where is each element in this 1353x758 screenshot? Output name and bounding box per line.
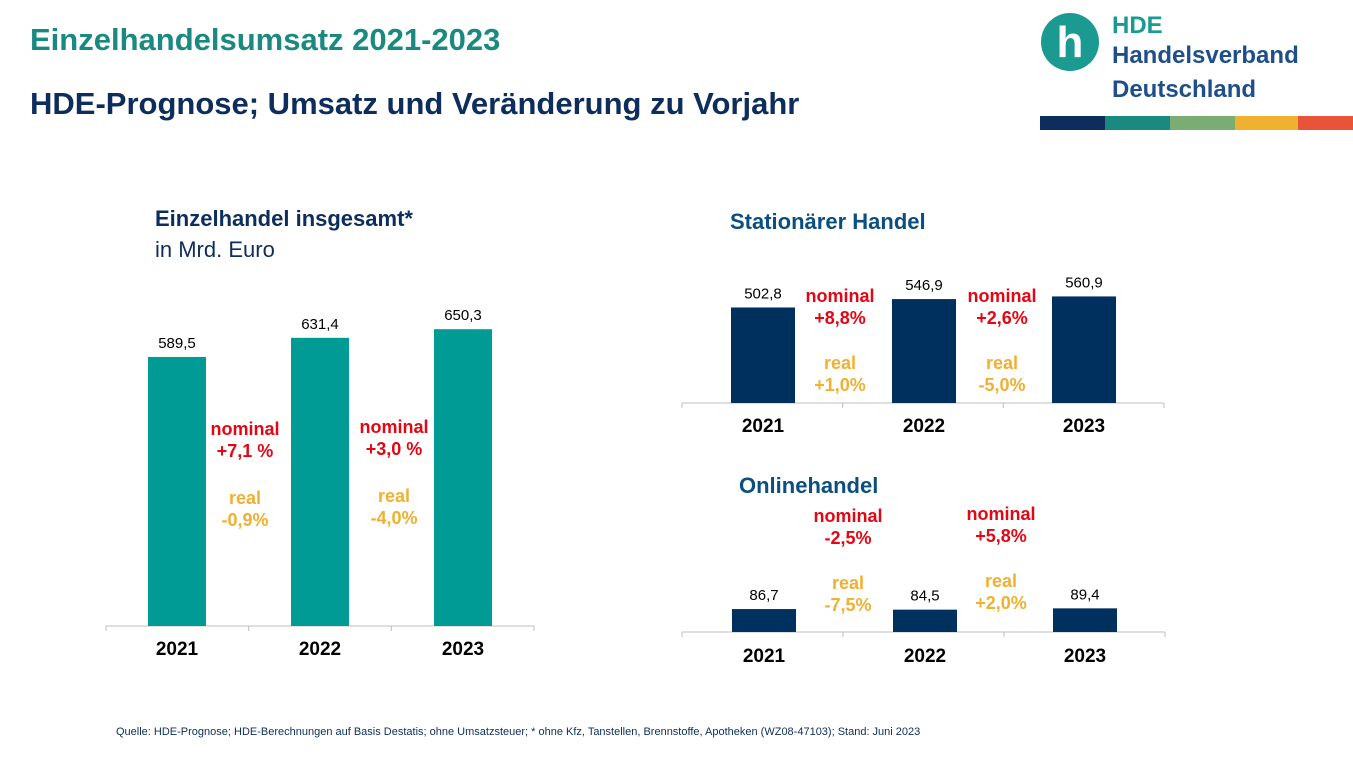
annotation-nominal-label: nominal xyxy=(210,419,279,439)
logo-line-hde: HDE xyxy=(1112,12,1163,39)
bar xyxy=(732,609,796,632)
annotation-nominal-label: nominal xyxy=(967,286,1036,306)
annotation-real-value: +2,0% xyxy=(975,593,1027,613)
x-tick-label: 2021 xyxy=(156,639,199,660)
x-tick-label: 2022 xyxy=(904,646,946,667)
bar xyxy=(434,329,492,626)
source-note: Quelle: HDE-Prognose; HDE-Berechnungen a… xyxy=(116,726,921,738)
bar xyxy=(893,609,957,632)
logo-stripe-segment xyxy=(1235,116,1298,130)
x-tick-label: 2023 xyxy=(1063,416,1105,437)
annotation-nominal-label: nominal xyxy=(359,417,428,437)
data-label: 650,3 xyxy=(444,307,482,324)
annotation-nominal-label: nominal xyxy=(966,504,1035,524)
annotation-real-label: real xyxy=(378,486,410,506)
annotation-real-value: -7,5% xyxy=(824,595,871,615)
bar xyxy=(1052,296,1116,403)
page-title: Einzelhandelsumsatz 2021-2023 xyxy=(30,22,501,57)
bar xyxy=(731,307,795,403)
data-label: 86,7 xyxy=(749,587,778,604)
chart-subtitle-gesamt: in Mrd. Euro xyxy=(155,237,275,262)
annotation-real-label: real xyxy=(985,571,1017,591)
bar xyxy=(148,356,206,626)
data-label: 546,9 xyxy=(905,277,943,294)
annotation-nominal-value: +3,0 % xyxy=(366,439,423,459)
logo-line-deutschland: Deutschland xyxy=(1112,76,1257,103)
logo-color-stripe xyxy=(1040,116,1353,130)
logo-stripe-segment xyxy=(1105,116,1170,130)
hde-logo: h HDE Handelsverband Deutschland xyxy=(1040,10,1310,132)
data-label: 84,5 xyxy=(910,588,939,605)
logo-stripe-segment xyxy=(1298,116,1353,130)
x-tick-label: 2022 xyxy=(903,416,945,437)
x-tick-label: 2021 xyxy=(742,416,785,437)
logo-stripe-segment xyxy=(1170,116,1235,130)
annotation-real-value: -0,9% xyxy=(221,510,268,530)
chart-title-online: Onlinehandel xyxy=(739,473,879,498)
x-tick-label: 2023 xyxy=(442,639,484,660)
x-tick-label: 2021 xyxy=(743,646,786,667)
bar xyxy=(1053,608,1117,632)
chart-title-stationaer: Stationärer Handel xyxy=(730,209,926,234)
annotation-nominal-value: +2,6% xyxy=(976,308,1028,328)
annotation-real-value: +1,0% xyxy=(814,375,866,395)
bar xyxy=(892,299,956,403)
x-tick-label: 2022 xyxy=(299,639,341,660)
page-subtitle: HDE-Prognose; Umsatz und Veränderung zu … xyxy=(30,86,800,121)
x-tick-label: 2023 xyxy=(1064,646,1106,667)
annotation-real-value: -4,0% xyxy=(370,508,417,528)
bar xyxy=(291,337,349,626)
data-label: 502,8 xyxy=(744,285,782,302)
annotation-nominal-value: +7,1 % xyxy=(217,441,274,461)
chart-title-gesamt: Einzelhandel insgesamt* xyxy=(155,206,413,231)
data-label: 589,5 xyxy=(158,335,196,352)
logo-stripe-segment xyxy=(1040,116,1105,130)
annotation-real-label: real xyxy=(229,488,261,508)
annotation-real-label: real xyxy=(824,353,856,373)
data-label: 631,4 xyxy=(301,316,339,333)
data-label: 560,9 xyxy=(1065,274,1103,291)
annotation-real-label: real xyxy=(986,353,1018,373)
annotation-real-label: real xyxy=(832,573,864,593)
annotation-nominal-value: -2,5% xyxy=(824,528,871,548)
annotation-nominal-label: nominal xyxy=(813,506,882,526)
annotation-nominal-value: +5,8% xyxy=(975,526,1027,546)
logo-line-handelsverband: Handelsverband xyxy=(1112,42,1299,69)
data-label: 89,4 xyxy=(1070,586,1099,603)
annotation-real-value: -5,0% xyxy=(978,375,1025,395)
annotation-nominal-label: nominal xyxy=(805,286,874,306)
logo-mark-letter: h xyxy=(1057,18,1084,67)
annotation-nominal-value: +8,8% xyxy=(814,308,866,328)
hde-logo-mark-icon: h xyxy=(1041,13,1099,71)
